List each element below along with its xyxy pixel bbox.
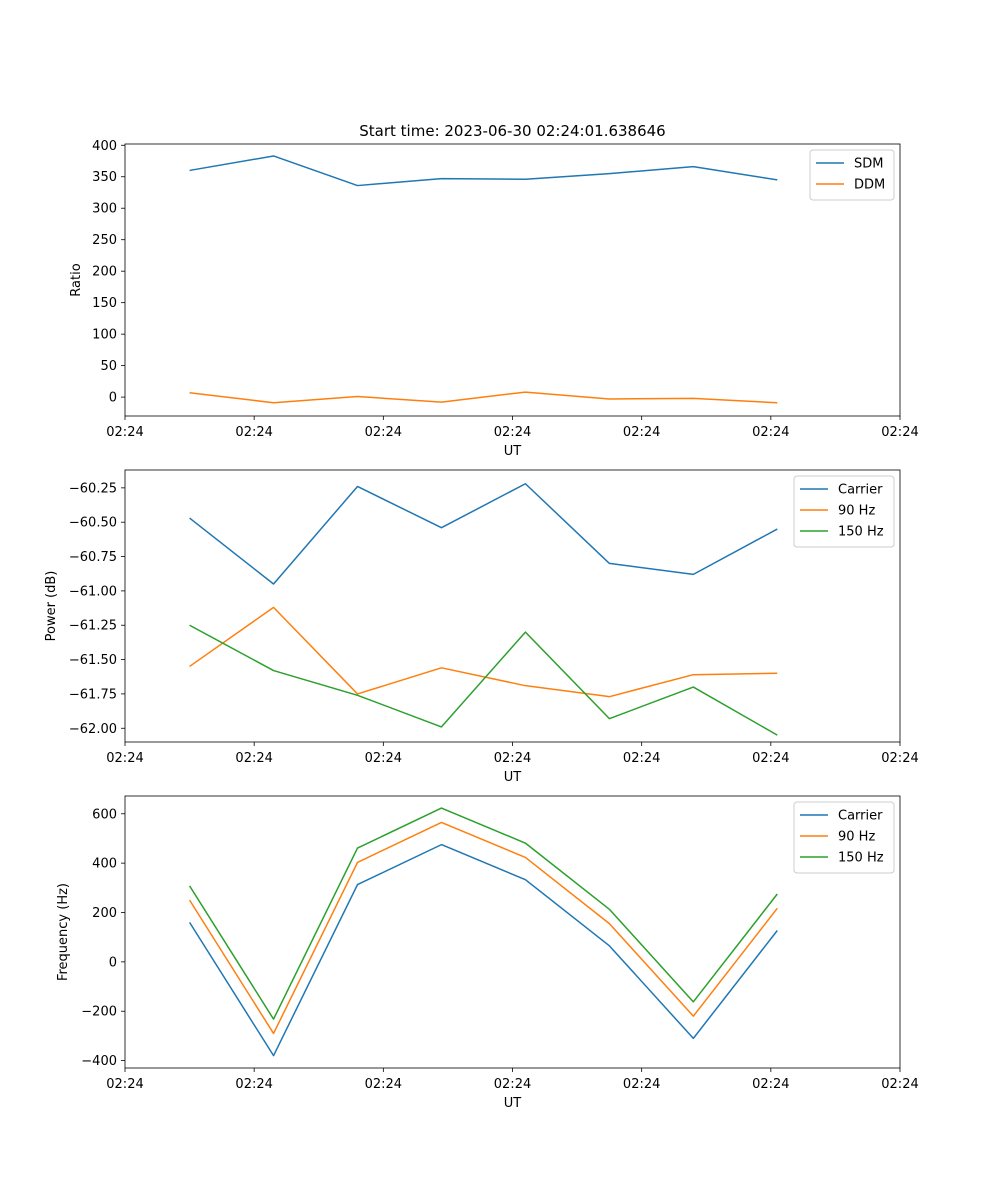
chart-2-legend-label: Carrier: [838, 483, 883, 498]
chart-2-series-carrier-line: [189, 482, 778, 585]
chart-3-series-150-hz-line: [188, 807, 778, 1020]
chart-3-x-tick-label: 02:24: [106, 1077, 143, 1092]
chart-2-series-90-hz-line: [189, 606, 778, 698]
chart-1-x-tick-label: 02:24: [106, 425, 143, 440]
chart-3-x-tick-label: 02:24: [494, 1077, 531, 1092]
chart-2-y-axis-label: Power (dB): [44, 571, 59, 642]
chart-1-y-tick-label: 0: [109, 391, 117, 406]
chart-3-y-tick-label: −400: [81, 1054, 117, 1069]
chart-2-y-tick-label: −60.25: [69, 481, 117, 496]
chart-3-y-tick-label: −200: [81, 1005, 117, 1020]
chart-3-series-carrier-line: [188, 843, 778, 1057]
chart-1-legend-label: SDM: [854, 157, 883, 172]
chart-3-x-tick-label: 02:24: [881, 1077, 918, 1092]
chart-2-legend-label: 150 Hz: [838, 525, 884, 540]
chart-3-y-tick-label: 600: [92, 807, 117, 822]
chart-3-y-tick-label: 200: [92, 906, 117, 921]
chart-1-y-tick-label: 300: [92, 202, 117, 217]
chart-1-series-sdm-line: [189, 155, 778, 187]
chart-1-y-tick-label: 150: [92, 296, 117, 311]
chart-1-x-tick-label: 02:24: [623, 425, 660, 440]
chart-2-y-tick-label: −61.75: [69, 687, 117, 702]
chart-1-y-tick-label: 50: [100, 359, 117, 374]
chart-1-series-ddm-line: [189, 391, 778, 404]
chart-2-y-tick-label: −61.50: [69, 653, 117, 668]
chart-3-series-90-hz-line: [188, 821, 778, 1035]
chart-1-y-axis-label: Ratio: [69, 263, 84, 296]
chart-1-y-tick-label: 200: [92, 265, 117, 280]
chart-1-y-tick-label: 100: [92, 328, 117, 343]
chart-1-legend-label: DDM: [854, 178, 885, 193]
chart-2-legend-label: 90 Hz: [838, 504, 875, 519]
chart-2-y-tick-label: −61.25: [69, 619, 117, 634]
chart-1-x-tick-label: 02:24: [752, 425, 789, 440]
chart-2-y-tick-label: −60.75: [69, 550, 117, 565]
chart-1-x-tick-label: 02:24: [494, 425, 531, 440]
chart-2-x-tick-label: 02:24: [623, 751, 660, 766]
chart-2-x-tick-label: 02:24: [881, 751, 918, 766]
chart-2-legend: [793, 475, 895, 548]
chart-panels: 02:2402:2402:2402:2402:2402:2402:2402:25…: [44, 139, 919, 1111]
chart-3-legend-label: 90 Hz: [838, 830, 875, 845]
chart-3-y-tick-label: 0: [109, 955, 117, 970]
chart-2-x-tick-label: 02:24: [106, 751, 143, 766]
chart-3-x-tick-label: 02:24: [623, 1077, 660, 1092]
chart-3-x-axis-label: UT: [504, 1096, 522, 1111]
chart-3-x-tick-label: 02:24: [752, 1077, 789, 1092]
chart-2-x-tick-label: 02:24: [235, 751, 272, 766]
chart-1-y-tick-label: 350: [92, 170, 117, 185]
chart-3-y-axis-label: Frequency (Hz): [56, 883, 71, 981]
figure-title: Start time: 2023-06-30 02:24:01.638646: [359, 122, 665, 140]
chart-3: 02:2402:2402:2402:2402:2402:2402:2402:25…: [56, 795, 919, 1111]
chart-3-x-tick-label: 02:24: [235, 1077, 272, 1092]
chart-1-x-tick-label: 02:24: [365, 425, 402, 440]
chart-2-x-tick-label: 02:24: [752, 751, 789, 766]
chart-1-y-tick-label: 400: [92, 139, 117, 154]
chart-1-x-axis-label: UT: [504, 444, 522, 459]
chart-2: 02:2402:2402:2402:2402:2402:2402:2402:25…: [44, 469, 919, 785]
chart-1-x-tick-label: 02:24: [235, 425, 272, 440]
chart-2-x-axis-label: UT: [504, 770, 522, 785]
chart-1: 02:2402:2402:2402:2402:2402:2402:2402:25…: [69, 139, 919, 459]
chart-3-legend-label: Carrier: [838, 809, 883, 824]
chart-2-series-150-hz-line: [189, 624, 778, 736]
chart-3-legend: [793, 801, 895, 874]
chart-2-y-tick-label: −62.00: [69, 722, 117, 737]
chart-1-x-tick-label: 02:24: [881, 425, 918, 440]
chart-3-legend-label: 150 Hz: [838, 851, 884, 866]
chart-3-x-tick-label: 02:24: [365, 1077, 402, 1092]
chart-2-y-tick-label: −60.50: [69, 516, 117, 531]
chart-2-x-tick-label: 02:24: [365, 751, 402, 766]
chart-2-x-tick-label: 02:24: [494, 751, 531, 766]
chart-3-y-tick-label: 400: [92, 857, 117, 872]
chart-2-y-tick-label: −61.00: [69, 584, 117, 599]
chart-1-y-tick-label: 250: [92, 233, 117, 248]
